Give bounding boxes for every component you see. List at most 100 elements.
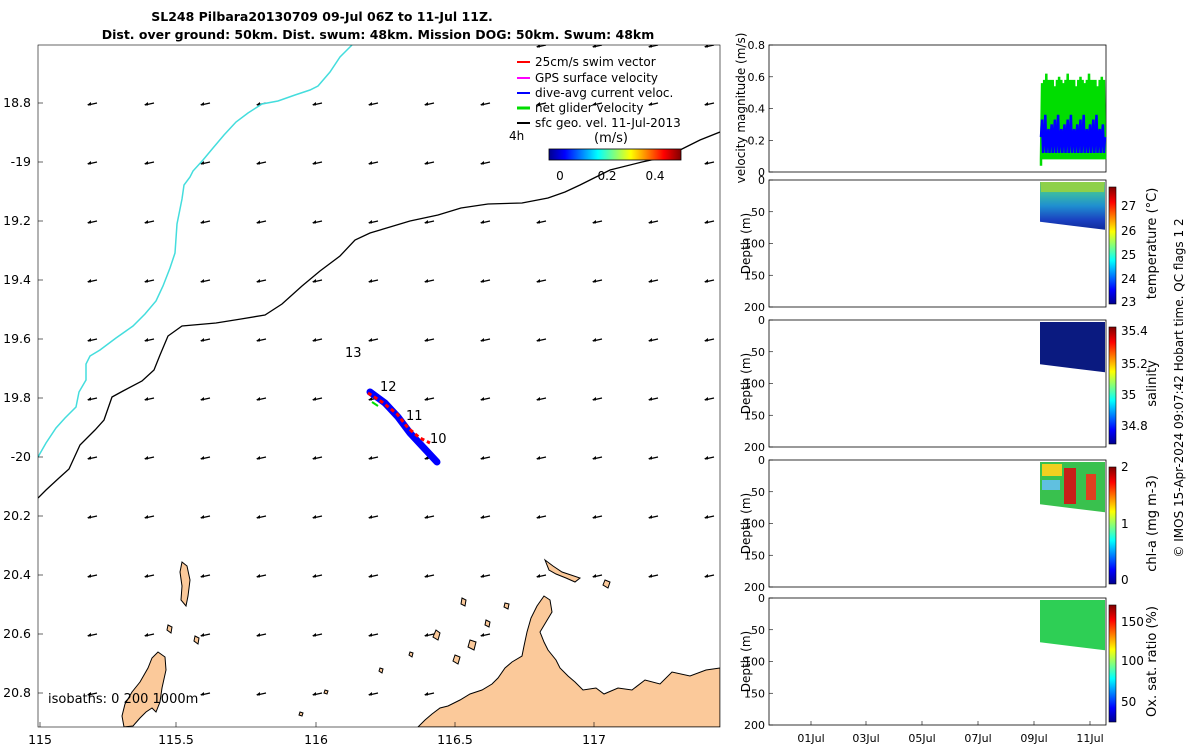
sfc-velocity-arrow <box>480 397 491 401</box>
depth-ylabel: Depth (m) <box>739 353 753 414</box>
map-ytick-label: 20.4 <box>3 567 31 582</box>
colorbar-tick: 0.4 <box>645 169 664 183</box>
sfc-velocity-arrow <box>368 279 379 283</box>
sfc-velocity-arrow <box>424 161 435 165</box>
sfc-velocity-arrow <box>87 338 98 342</box>
sfc-velocity-arrow <box>312 692 323 696</box>
colorbar-tick: 35.4 <box>1121 324 1148 338</box>
map-ytick-label: 20.2 <box>3 508 31 523</box>
map-xtick-label: 116 <box>304 732 328 747</box>
sfc-velocity-arrow <box>256 692 267 696</box>
sfc-velocity-arrow <box>536 456 547 460</box>
sfc-velocity-arrow <box>200 633 211 637</box>
depth-tick: 100 <box>744 518 765 531</box>
sfc-velocity-arrow <box>144 515 155 519</box>
velocity-panel: 0 0.2 0.4 0.6 0.8 velocity magnitude (m/s) <box>734 33 1107 183</box>
chla-colorbar <box>1108 466 1117 585</box>
sfc-velocity-arrow <box>536 220 547 224</box>
temperature-section <box>1040 182 1105 230</box>
map-axes-frame <box>37 44 721 728</box>
sfc-velocity-arrow <box>480 102 491 106</box>
sfc-velocity-arrow <box>424 338 435 342</box>
land-peninsula <box>543 558 582 583</box>
net-glider-track <box>371 401 379 407</box>
sfc-velocity-arrow <box>648 397 659 401</box>
sfc-velocity-arrow <box>648 574 659 578</box>
sfc-velocity-arrow <box>144 456 155 460</box>
velocity-ytick: 0.6 <box>748 71 766 84</box>
sfc-velocity-arrow <box>312 220 323 224</box>
imos-credit: © IMOS 15-Apr-2024 09:07:42 Hobart time.… <box>1172 218 1186 557</box>
speed-colorbar <box>548 148 682 161</box>
salinity-panel: 0 50 100 150 200 Depth (m) 35.4 35.2 35 34.8 salin… <box>739 314 1160 454</box>
depth-tick: 0 <box>758 314 765 327</box>
depth-tick: 150 <box>744 409 765 422</box>
salinity-section <box>1040 322 1105 373</box>
depth-tick: 50 <box>751 206 765 219</box>
small-islands <box>166 561 611 717</box>
sfc-velocity-arrow <box>648 338 659 342</box>
depth-tick: 50 <box>751 346 765 359</box>
sfc-velocity-arrow <box>87 515 98 519</box>
legend-item: net glider velocity <box>517 101 643 115</box>
sfc-velocity-arrow <box>312 279 323 283</box>
sfc-velocity-arrow <box>592 456 603 460</box>
colorbar-tick: 2 <box>1121 460 1129 474</box>
sfc-velocity-arrow <box>144 220 155 224</box>
map-xtick-label: 116.5 <box>437 732 473 747</box>
colorbar-label: (m/s) <box>594 131 628 146</box>
sfc-velocity-arrow <box>648 515 659 519</box>
map-ytick-label: -19 <box>11 154 31 169</box>
sfc-velocity-arrow <box>256 633 267 637</box>
date-tick: 11Jul <box>1076 732 1103 745</box>
sfc-velocity-arrow <box>87 161 98 165</box>
colorbar-tick: 23 <box>1121 295 1136 309</box>
salinity-colorbar <box>1108 326 1117 445</box>
date-tick: 07Jul <box>964 732 991 745</box>
colorbar-tick: 25 <box>1121 248 1136 262</box>
sfc-velocity-arrow <box>312 515 323 519</box>
sfc-velocity-arrow <box>144 279 155 283</box>
colorbar-tick: 0 <box>1121 573 1129 587</box>
sfc-velocity-arrow <box>312 633 323 637</box>
colorbar-tick: 35.2 <box>1121 357 1148 371</box>
depth-tick: 100 <box>744 656 765 669</box>
sfc-velocity-arrow <box>424 397 435 401</box>
oxygen-section <box>1040 600 1105 651</box>
chla-panel: 0 50 100 150 200 Depth (m) 2 1 0 chl-a (mg m-3) <box>739 454 1160 594</box>
colorbar-tick: 35 <box>1121 388 1136 402</box>
velocity-ytick: 0.8 <box>748 39 766 52</box>
map-title-line1: SL248 Pilbara20130709 09-Jul 06Z to 11-J… <box>151 9 493 24</box>
depth-tick: 150 <box>744 269 765 282</box>
sfc-velocity-arrow <box>144 338 155 342</box>
sfc-velocity-arrow <box>368 161 379 165</box>
svg-text:25cm/s swim vector: 25cm/s swim vector <box>535 55 656 69</box>
map-ytick-label: 19.4 <box>3 272 31 287</box>
velocity-ytick: 0 <box>758 166 765 179</box>
colorbar-tick: 0 <box>556 169 564 183</box>
sfc-velocity-arrow <box>256 220 267 224</box>
svg-text:dive-avg current veloc.: dive-avg current veloc. <box>535 86 673 100</box>
sfc-velocity-arrow <box>424 220 435 224</box>
land-island-west <box>121 651 167 727</box>
day-label: 13 <box>345 346 362 361</box>
sfc-velocity-arrow <box>648 279 659 283</box>
sfc-velocity-arrow <box>200 279 211 283</box>
map-ytick-label: 20.6 <box>3 626 31 641</box>
sfc-velocity-arrow <box>144 161 155 165</box>
sfc-velocity-arrow <box>144 102 155 106</box>
colorbar-tick: 1 <box>1121 517 1129 531</box>
chl-patch <box>1042 464 1062 476</box>
legend-item: GPS surface velocity <box>517 71 658 85</box>
depth-ylabel: Depth (m) <box>739 213 753 274</box>
sfc-velocity-arrow <box>87 220 98 224</box>
sfc-velocity-arrow <box>87 279 98 283</box>
glider-track <box>366 388 441 466</box>
sfc-velocity-arrow <box>536 279 547 283</box>
legend-item: 25cm/s swim vector <box>517 55 656 69</box>
colorbar-tick: 100 <box>1121 654 1144 668</box>
date-tick: 03Jul <box>852 732 879 745</box>
sfc-velocity-arrow <box>592 45 603 48</box>
sfc-velocity-arrow <box>368 574 379 578</box>
sfc-velocity-arrow <box>704 515 715 519</box>
